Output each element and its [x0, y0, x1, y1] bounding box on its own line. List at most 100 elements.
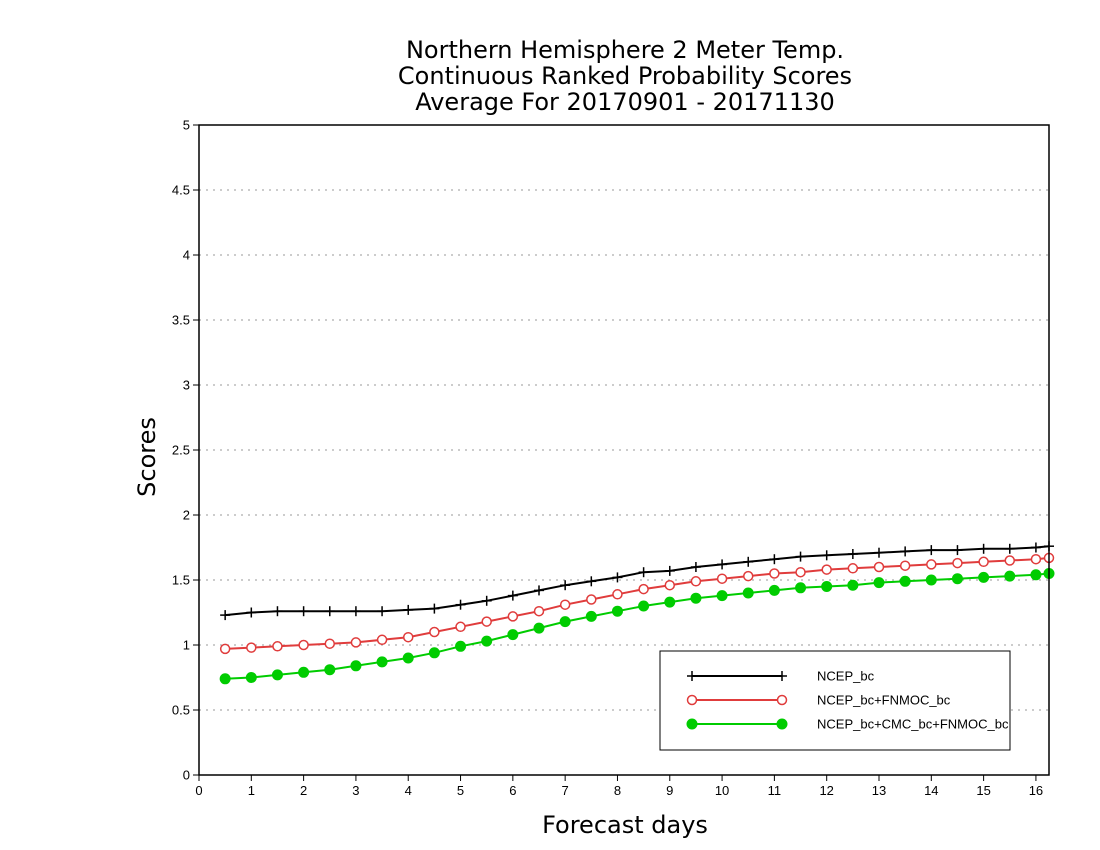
x-tick-label: 16 — [1029, 783, 1043, 798]
data-point — [219, 673, 231, 685]
data-point — [298, 606, 309, 617]
y-tick-label: 2 — [183, 508, 190, 523]
data-point — [742, 587, 754, 599]
y-ticks: 0 0.5 1 1.5 2 2.5 3 3.5 4 4.5 5 — [172, 118, 199, 783]
x-tick-label: 13 — [872, 783, 886, 798]
data-point — [742, 570, 754, 582]
data-point — [611, 605, 623, 617]
x-tick-label: 9 — [666, 783, 673, 798]
data-point — [1030, 542, 1041, 553]
data-point — [324, 638, 336, 649]
data-point — [533, 605, 545, 617]
x-tick-label: 10 — [715, 783, 729, 798]
data-point — [559, 599, 571, 610]
data-point — [952, 557, 963, 569]
data-point — [690, 592, 702, 604]
data-point — [795, 582, 807, 594]
y-tick-label: 3 — [183, 378, 190, 393]
data-point — [717, 559, 728, 570]
legend-marker — [686, 694, 698, 706]
data-point — [1004, 555, 1016, 566]
series-2 — [219, 552, 1055, 655]
y-tick-label: 4.5 — [172, 183, 190, 198]
data-point — [821, 581, 833, 592]
data-point — [716, 590, 728, 602]
x-tick-label: 1 — [248, 783, 255, 798]
data-point — [847, 579, 859, 591]
data-point — [926, 545, 937, 556]
data-point — [481, 595, 492, 606]
y-axis-label: Scores — [133, 417, 161, 497]
series-1 — [220, 541, 1054, 621]
data-point — [246, 642, 257, 653]
legend-marker — [777, 671, 787, 681]
data-point — [429, 603, 440, 614]
data-point — [376, 634, 388, 646]
data-point — [559, 616, 571, 628]
data-point — [402, 631, 414, 643]
data-point — [377, 606, 388, 617]
y-tick-label: 4 — [183, 248, 190, 263]
data-point — [664, 579, 676, 591]
x-ticks: 0 1 2 3 4 5 6 7 8 9 10 11 12 13 14 15 16 — [195, 775, 1043, 798]
data-point — [743, 556, 754, 567]
title-line-2: Continuous Ranked Probability Scores — [398, 62, 852, 90]
y-tick-label: 2.5 — [172, 443, 190, 458]
data-point — [350, 637, 362, 648]
data-point — [272, 641, 283, 652]
data-point — [455, 599, 466, 610]
data-point — [768, 584, 780, 596]
data-point — [507, 611, 519, 622]
data-point — [586, 576, 597, 587]
data-point — [926, 559, 937, 570]
data-point — [350, 606, 361, 617]
legend-marker — [686, 718, 698, 730]
data-point — [638, 600, 650, 612]
data-point — [873, 577, 885, 589]
series-layer — [219, 541, 1055, 685]
x-tick-label: 8 — [614, 783, 621, 798]
data-point — [507, 629, 519, 641]
data-point — [533, 622, 545, 634]
data-point — [978, 571, 990, 583]
series-line — [225, 556, 1050, 650]
legend-label: NCEP_bc — [817, 669, 875, 684]
data-point — [612, 572, 623, 583]
series-3 — [219, 568, 1055, 685]
y-tick-label: 1.5 — [172, 573, 190, 588]
data-point — [298, 666, 310, 678]
data-point — [1030, 553, 1042, 565]
data-point — [403, 604, 414, 615]
y-tick-label: 5 — [183, 118, 190, 133]
x-tick-label: 7 — [562, 783, 569, 798]
data-point — [324, 664, 336, 676]
data-point — [246, 607, 257, 618]
x-axis-label: Forecast days — [542, 811, 708, 839]
data-point — [795, 551, 806, 562]
data-point — [821, 564, 832, 575]
y-tick-label: 3.5 — [172, 313, 190, 328]
data-point — [402, 652, 414, 664]
data-point — [455, 640, 467, 652]
data-point — [350, 660, 362, 672]
data-point — [978, 556, 989, 568]
title-line-3: Average For 20170901 - 20171130 — [415, 88, 835, 116]
data-point — [271, 669, 283, 681]
gridlines — [199, 124, 1049, 711]
x-tick-label: 6 — [509, 783, 516, 798]
data-point — [245, 672, 257, 683]
x-tick-label: 11 — [768, 783, 782, 798]
data-point — [481, 616, 492, 627]
plot-frame — [198, 124, 1050, 776]
chart-title: Northern Hemisphere 2 Meter Temp. Contin… — [398, 36, 852, 116]
x-tick-label: 4 — [405, 783, 412, 798]
legend-label: NCEP_bc+CMC_bc+FNMOC_bc — [817, 717, 1009, 732]
data-point — [978, 543, 989, 554]
data-point — [219, 643, 231, 655]
data-point — [1030, 569, 1042, 581]
data-point — [1004, 543, 1015, 554]
title-line-1: Northern Hemisphere 2 Meter Temp. — [406, 36, 844, 64]
data-point — [951, 573, 963, 585]
data-point — [847, 563, 859, 574]
